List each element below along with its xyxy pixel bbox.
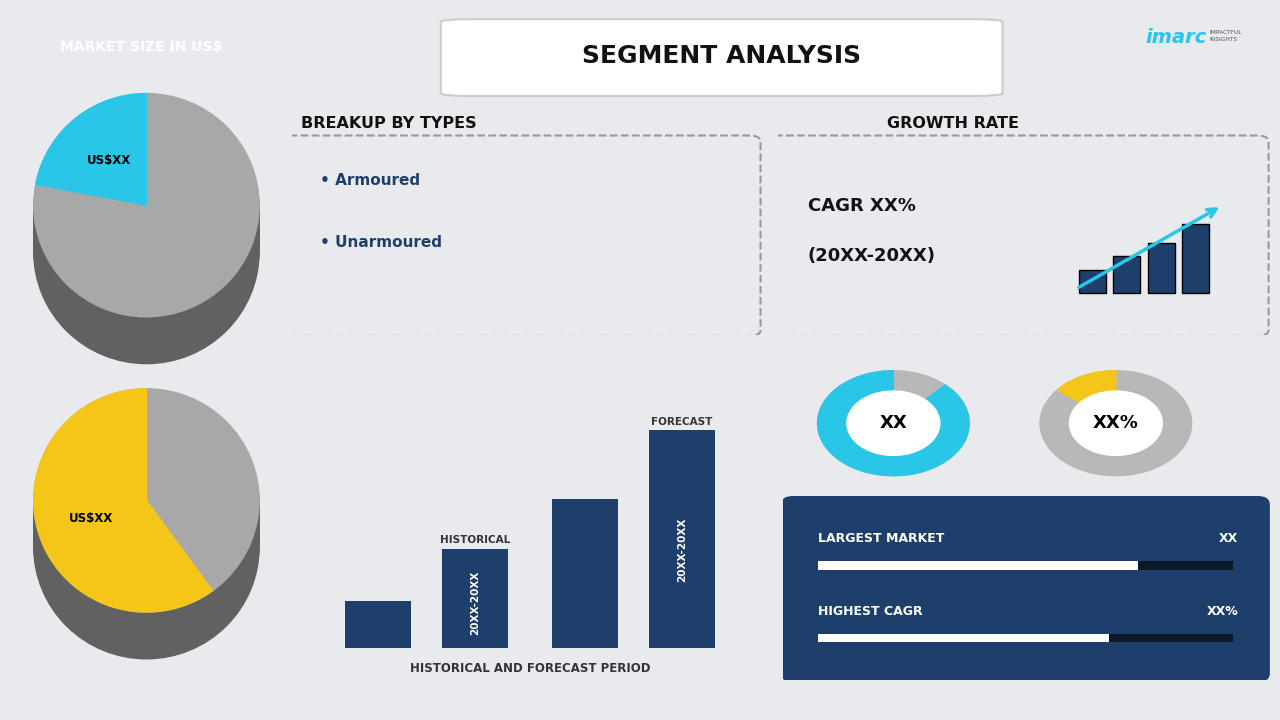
Bar — [818, 634, 1108, 642]
FancyBboxPatch shape — [1148, 243, 1175, 293]
Ellipse shape — [33, 408, 259, 631]
Text: 20XX-20XX: 20XX-20XX — [470, 571, 480, 636]
Text: • Armoured: • Armoured — [320, 173, 420, 188]
Bar — [1138, 561, 1233, 570]
Text: HIGHEST CAGR: HIGHEST CAGR — [818, 605, 922, 618]
Text: LARGEST MARKET: LARGEST MARKET — [818, 532, 943, 545]
Ellipse shape — [33, 400, 259, 624]
Ellipse shape — [33, 132, 259, 356]
Text: MARKET SIZE IN US$: MARKET SIZE IN US$ — [60, 40, 221, 54]
FancyBboxPatch shape — [1114, 256, 1140, 293]
Polygon shape — [847, 391, 940, 455]
Bar — [344, 601, 411, 648]
Text: CAGR XX%: CAGR XX% — [808, 197, 915, 215]
Text: CURRENT: CURRENT — [110, 313, 183, 328]
Ellipse shape — [33, 117, 259, 341]
Polygon shape — [1057, 371, 1116, 402]
Ellipse shape — [33, 416, 259, 639]
Text: 20XX-20XX: 20XX-20XX — [677, 518, 687, 582]
Ellipse shape — [33, 420, 259, 643]
Text: (20XX-20XX): (20XX-20XX) — [808, 248, 936, 266]
Ellipse shape — [33, 389, 259, 612]
Polygon shape — [1041, 371, 1192, 476]
Text: US$XX: US$XX — [69, 512, 113, 525]
Ellipse shape — [33, 125, 259, 348]
FancyBboxPatch shape — [781, 496, 1270, 682]
Ellipse shape — [33, 137, 259, 360]
Ellipse shape — [33, 392, 259, 616]
FancyBboxPatch shape — [440, 19, 1002, 96]
Ellipse shape — [33, 109, 259, 333]
Bar — [649, 431, 716, 648]
Ellipse shape — [33, 412, 259, 636]
Polygon shape — [36, 94, 146, 205]
Text: SEGMENT ANALYSIS: SEGMENT ANALYSIS — [582, 44, 861, 68]
Ellipse shape — [33, 94, 259, 317]
Text: US$XX: US$XX — [87, 154, 132, 167]
FancyBboxPatch shape — [765, 135, 1268, 336]
Ellipse shape — [33, 428, 259, 651]
Ellipse shape — [33, 102, 259, 325]
Text: XX: XX — [879, 414, 908, 432]
FancyBboxPatch shape — [280, 135, 760, 336]
Ellipse shape — [33, 432, 259, 655]
Text: FORECAST: FORECAST — [105, 611, 188, 625]
Text: XX%: XX% — [1206, 605, 1238, 618]
Ellipse shape — [33, 436, 259, 659]
Bar — [1108, 634, 1233, 642]
FancyBboxPatch shape — [1079, 270, 1106, 293]
Bar — [818, 561, 1138, 570]
Bar — [552, 499, 618, 648]
Text: • Unarmoured: • Unarmoured — [320, 235, 442, 250]
Text: HISTORICAL: HISTORICAL — [439, 535, 509, 545]
X-axis label: HISTORICAL AND FORECAST PERIOD: HISTORICAL AND FORECAST PERIOD — [410, 662, 650, 675]
Polygon shape — [818, 371, 969, 476]
Ellipse shape — [33, 140, 259, 364]
Ellipse shape — [33, 405, 259, 628]
Text: BREAKUP BY TYPES: BREAKUP BY TYPES — [301, 117, 477, 132]
Text: GROWTH RATE: GROWTH RATE — [887, 117, 1019, 132]
Ellipse shape — [33, 121, 259, 344]
Ellipse shape — [33, 129, 259, 352]
Ellipse shape — [33, 424, 259, 647]
Polygon shape — [1069, 391, 1162, 455]
Text: FORECAST: FORECAST — [652, 417, 713, 427]
Ellipse shape — [33, 97, 259, 320]
FancyBboxPatch shape — [287, 338, 773, 684]
Polygon shape — [33, 389, 212, 612]
Text: XX: XX — [1219, 532, 1238, 545]
Ellipse shape — [33, 113, 259, 336]
Text: IMPACTFUL
INSIGHTS: IMPACTFUL INSIGHTS — [1210, 30, 1242, 42]
Ellipse shape — [33, 105, 259, 328]
FancyBboxPatch shape — [1183, 224, 1210, 293]
Ellipse shape — [33, 397, 259, 620]
Bar — [442, 549, 508, 648]
Polygon shape — [818, 371, 969, 476]
Text: imarc: imarc — [1146, 27, 1207, 47]
Text: XX%: XX% — [1093, 414, 1139, 432]
